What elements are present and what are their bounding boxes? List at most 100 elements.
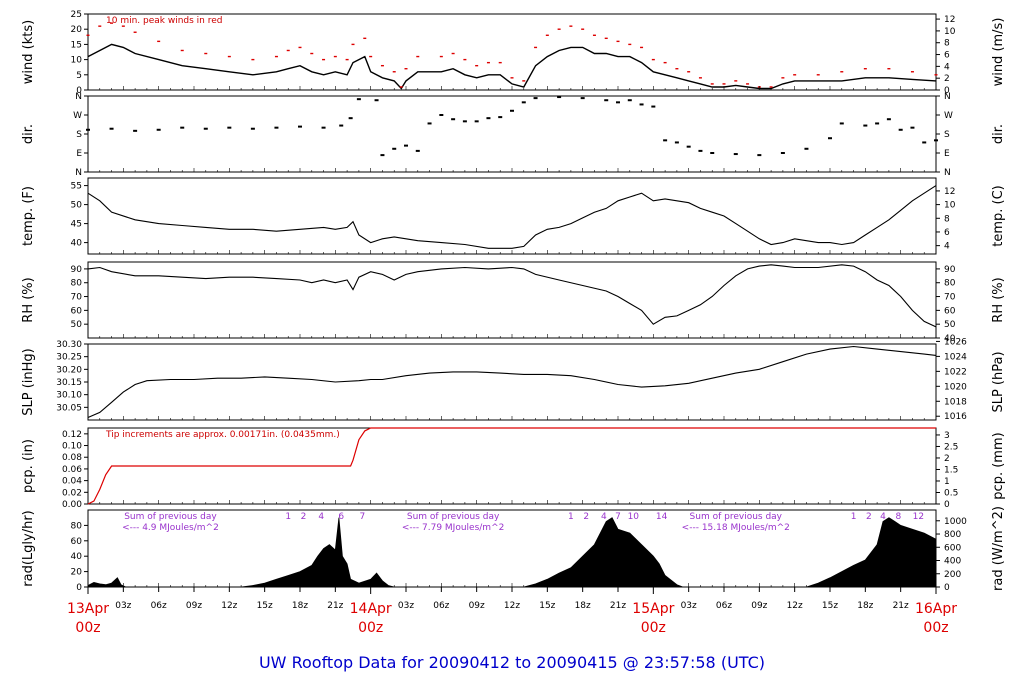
slp-ylabel-right: SLP (hPa) — [991, 351, 1006, 412]
rad-hour-mark: 4 — [318, 512, 324, 522]
pcp-left-tick-label: 0.06 — [62, 465, 82, 475]
dir-point — [374, 99, 379, 102]
wind-left-tick-label: 10 — [71, 56, 83, 66]
wind-peak-mark — [651, 58, 655, 61]
dir-point — [404, 144, 408, 147]
wind-peak-mark — [463, 58, 467, 61]
wind-peak-mark — [746, 83, 750, 85]
rad-hour-mark: 12 — [913, 512, 924, 522]
dir-point — [627, 99, 632, 102]
rad-area — [87, 517, 937, 588]
dir-point — [274, 126, 279, 129]
dir-point — [839, 122, 844, 125]
rad-ylabel-left: rad(Lgly/hr) — [21, 510, 36, 586]
time-tick-label: 06z — [433, 601, 449, 611]
wind-peak-mark — [298, 46, 302, 49]
wind-peak-mark — [675, 68, 679, 70]
wind-peak-mark — [934, 74, 938, 76]
date-label-day: 14Apr — [350, 601, 392, 617]
wind-note: 10 min. peak winds in red — [106, 16, 223, 26]
dir-point — [804, 147, 809, 150]
wind-peak-mark — [534, 46, 538, 49]
wind-peak-mark — [380, 64, 384, 67]
wind-peak-mark — [369, 55, 373, 58]
wind-peak-mark — [863, 68, 867, 70]
time-tick-label: 15z — [257, 601, 273, 611]
wind-peak-mark — [133, 31, 137, 33]
slp-right-tick-label: 1026 — [944, 337, 967, 347]
rad-right-tick-label: 200 — [944, 570, 961, 580]
dir-right-tick-label: N — [944, 92, 951, 102]
pcp-left-tick-label: 0.08 — [62, 453, 82, 463]
temp-right-tick-label: 6 — [944, 228, 950, 238]
wind-peak-mark — [569, 25, 573, 27]
wind-peak-mark — [363, 37, 367, 40]
wind-right-tick-label: 0 — [944, 86, 950, 96]
slp-line — [87, 345, 937, 419]
pcp-left-tick-label: 0.12 — [62, 430, 82, 440]
rad-frame — [87, 509, 937, 588]
rad-left-tick-label: 0 — [76, 583, 82, 593]
temp-left-tick-label: 40 — [71, 239, 83, 249]
wind-peak-mark — [404, 68, 408, 70]
slp-right-tick-label: 1020 — [944, 382, 967, 392]
slp-left-tick-label: 30.15 — [56, 378, 82, 388]
wind-right-tick-label: 12 — [944, 15, 955, 25]
pcp-ylabel-right: pcp. (mm) — [991, 432, 1006, 499]
rad-hour-mark: 14 — [656, 512, 668, 522]
time-tick-label: 21z — [893, 601, 909, 611]
pcp-left-tick-label: 0.00 — [62, 500, 82, 510]
pcp-right-tick-label: 0 — [944, 500, 950, 510]
rh-panel: 50 60 70 80 90 40 50 60 70 80 90 RH (%) RH (%) — [21, 261, 1006, 344]
pcp-right-tick-label: 3 — [944, 431, 950, 441]
dir-point — [651, 105, 656, 108]
rad-hour-mark: 8 — [895, 512, 901, 522]
dir-point — [510, 109, 514, 112]
pcp-right-tick-label: 2 — [944, 454, 950, 464]
wind-peak-mark — [310, 52, 314, 55]
wind-peak-mark — [722, 83, 726, 85]
wind-peak-mark — [510, 77, 514, 79]
date-label-day: 13Apr — [67, 601, 109, 617]
dir-point — [639, 103, 644, 106]
wind-peak-mark — [157, 40, 161, 43]
wind-peak-mark — [180, 49, 184, 52]
rh-left-tick-label: 70 — [71, 293, 83, 303]
wind-peak-mark — [769, 86, 773, 88]
dir-point — [674, 141, 679, 144]
time-tick-label: 09z — [469, 601, 485, 611]
rad-left-tick-label: 60 — [71, 537, 83, 547]
rh-left-tick-label: 60 — [71, 306, 83, 316]
wind-right-tick-label: 10 — [944, 27, 956, 37]
rad-hour-mark: 1 — [851, 512, 857, 522]
dir-frame — [87, 95, 937, 173]
wind-peak-mark — [227, 55, 231, 58]
rad-hour-mark: 1 — [285, 512, 291, 522]
rad-hour-mark: 2 — [866, 512, 872, 522]
wind-peak-mark — [498, 61, 502, 64]
rad-hour-mark: 2 — [583, 512, 589, 522]
dir-point — [109, 127, 114, 130]
dir-point — [133, 129, 138, 132]
date-label-hour: 00z — [358, 620, 383, 636]
wind-peak-mark — [439, 55, 443, 58]
dir-point — [663, 139, 668, 142]
pcp-line — [87, 427, 936, 505]
wind-peak-mark — [110, 22, 114, 24]
wind-peak-mark — [345, 58, 349, 61]
wind-left-tick-label: 25 — [71, 10, 82, 20]
pcp-left-tick-label: 0.10 — [62, 442, 82, 452]
time-tick-label: 12z — [787, 601, 803, 611]
rh-right-tick-label: 90 — [944, 265, 956, 275]
dir-point — [616, 101, 620, 104]
time-tick-label: 21z — [327, 601, 343, 611]
slp-left-tick-label: 30.20 — [56, 365, 82, 375]
wind-left-tick-label: 20 — [71, 25, 83, 35]
rad-hour-mark: 1 — [568, 512, 574, 522]
dir-right-tick-label: N — [944, 168, 951, 178]
pcp-left-tick-label: 0.02 — [62, 488, 82, 498]
dir-point — [733, 153, 738, 156]
dir-point — [557, 96, 562, 99]
slp-left-tick-label: 30.05 — [56, 403, 82, 413]
